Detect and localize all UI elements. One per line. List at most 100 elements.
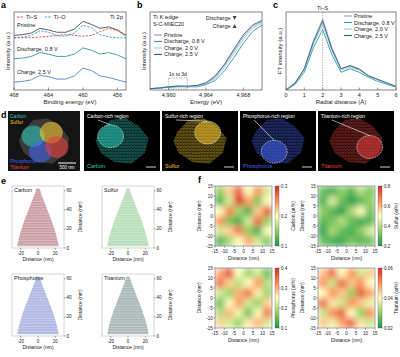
x-tick-label: 4,960 xyxy=(162,92,176,98)
heat-cell xyxy=(337,268,347,278)
y-tick xyxy=(213,216,215,217)
plot-frame xyxy=(318,268,375,328)
plot-frame xyxy=(12,186,64,248)
x-tick xyxy=(206,88,207,91)
y-tick-label: 20 xyxy=(67,226,73,231)
y-axis-label: Distance (nm) xyxy=(196,282,202,313)
title: Ti 2p xyxy=(110,14,124,20)
y-tick-label: 10 xyxy=(311,276,317,281)
heat-cell xyxy=(318,288,328,298)
x-tick-label: -5 xyxy=(232,249,236,254)
heat-cell xyxy=(225,226,235,236)
panel-letter: e xyxy=(1,176,6,186)
y-tick-label: 60 xyxy=(157,188,163,193)
plot-frame xyxy=(215,186,272,246)
heat-cell xyxy=(328,216,338,226)
heat-cell xyxy=(253,236,263,246)
scale-bar-label: 500 nm xyxy=(59,165,74,170)
legend-label: Pristine xyxy=(164,32,182,38)
x-tick-label: -10 xyxy=(324,249,331,254)
legend-swatch xyxy=(17,17,24,18)
heat-cell xyxy=(263,268,273,278)
heat-cell xyxy=(225,318,235,328)
reconstruction xyxy=(107,188,149,246)
x-tick-label: -15 xyxy=(212,331,219,336)
heat-cell xyxy=(347,216,357,226)
line-panel: b4,9604,9644,968Energy (eV)Intensity (a.… xyxy=(137,0,262,105)
legend-label: Discharge, 0.8 V xyxy=(354,20,395,26)
rich-region-outline xyxy=(98,125,124,148)
heat-cell xyxy=(356,196,366,206)
y-tick-label: -5 xyxy=(209,224,213,229)
y-tick xyxy=(213,318,215,319)
particle-signal xyxy=(173,118,226,164)
plot-area xyxy=(150,20,262,88)
reconstruction xyxy=(17,188,59,246)
colorbar-tick-label: 0.4 xyxy=(281,266,288,271)
heat-cell xyxy=(347,308,357,318)
plot-area xyxy=(215,186,272,246)
y-tick xyxy=(213,328,215,329)
x-tick-label: 5 xyxy=(355,249,358,254)
scale-bar xyxy=(224,167,234,168)
x-tick-label: -5 xyxy=(335,249,339,254)
heat-cell xyxy=(263,308,273,318)
y-axis-label: Distance (nm) xyxy=(196,200,202,231)
colorbar-tick-label: 0.02 xyxy=(384,326,393,331)
x-tick xyxy=(215,246,216,248)
heat-cell xyxy=(337,236,347,246)
x-tick-label: 0 xyxy=(284,92,287,98)
x-tick-label: 10 xyxy=(363,249,369,254)
y-tick xyxy=(213,268,215,269)
x-axis-label: Energy (eV) xyxy=(190,99,222,105)
annotation: Discharge xyxy=(206,15,231,21)
plot-frame xyxy=(150,12,262,90)
heat-cell xyxy=(347,236,357,246)
plot-frame xyxy=(318,186,375,246)
element-map xyxy=(240,111,316,171)
element-map xyxy=(162,111,238,171)
scale-bar xyxy=(146,167,156,168)
y-tick-label: 60 xyxy=(67,276,73,281)
heat-cell xyxy=(337,186,347,196)
panel-letter: b xyxy=(137,0,143,10)
x-tick-label: 15 xyxy=(372,331,378,336)
heat-cell xyxy=(244,206,254,216)
x-tick-label: 10 xyxy=(260,249,266,254)
x-tick xyxy=(48,88,49,91)
heat-cell xyxy=(225,206,235,216)
rich-region xyxy=(195,121,221,144)
x-tick xyxy=(272,328,273,330)
colorbar-label: Phosphorus (at%) xyxy=(290,278,296,318)
x-tick xyxy=(224,246,225,248)
plot-frame xyxy=(215,268,272,328)
y-tick-label: 20 xyxy=(157,226,163,231)
x-tick xyxy=(341,88,342,91)
x-tick xyxy=(253,246,254,248)
x-tick xyxy=(375,328,376,330)
x-tick-label: 0 xyxy=(242,249,245,254)
y-tick-label: -10 xyxy=(206,234,213,239)
heat-cell xyxy=(253,216,263,226)
heat-cell xyxy=(215,196,225,206)
y-tick-label: 10 xyxy=(311,194,317,199)
heat-cell xyxy=(366,186,376,196)
y-tick-label: 5 xyxy=(313,286,316,291)
x-tick xyxy=(234,246,235,248)
x-tick xyxy=(117,88,118,91)
heat-cell xyxy=(366,236,376,246)
y-tick-label: 40 xyxy=(67,207,73,212)
x-tick xyxy=(224,328,225,330)
heat-cell xyxy=(215,288,225,298)
heat-cell xyxy=(215,318,225,328)
y-tick-label: 15 xyxy=(311,266,317,271)
x-tick-label: -10 xyxy=(324,331,331,336)
x-axis-label: Distance (nm) xyxy=(228,337,259,343)
heat-cell xyxy=(234,318,244,328)
colorbar-label: Sulfur (at%) xyxy=(393,202,399,229)
y-axis-label: Intensity (a.u.) xyxy=(5,32,11,70)
particle xyxy=(173,118,226,164)
element-label: Sulfur xyxy=(165,163,180,169)
line-panel: c0123456Radial distance (Å)FT intensity … xyxy=(273,0,398,105)
heat-cell xyxy=(244,318,254,328)
